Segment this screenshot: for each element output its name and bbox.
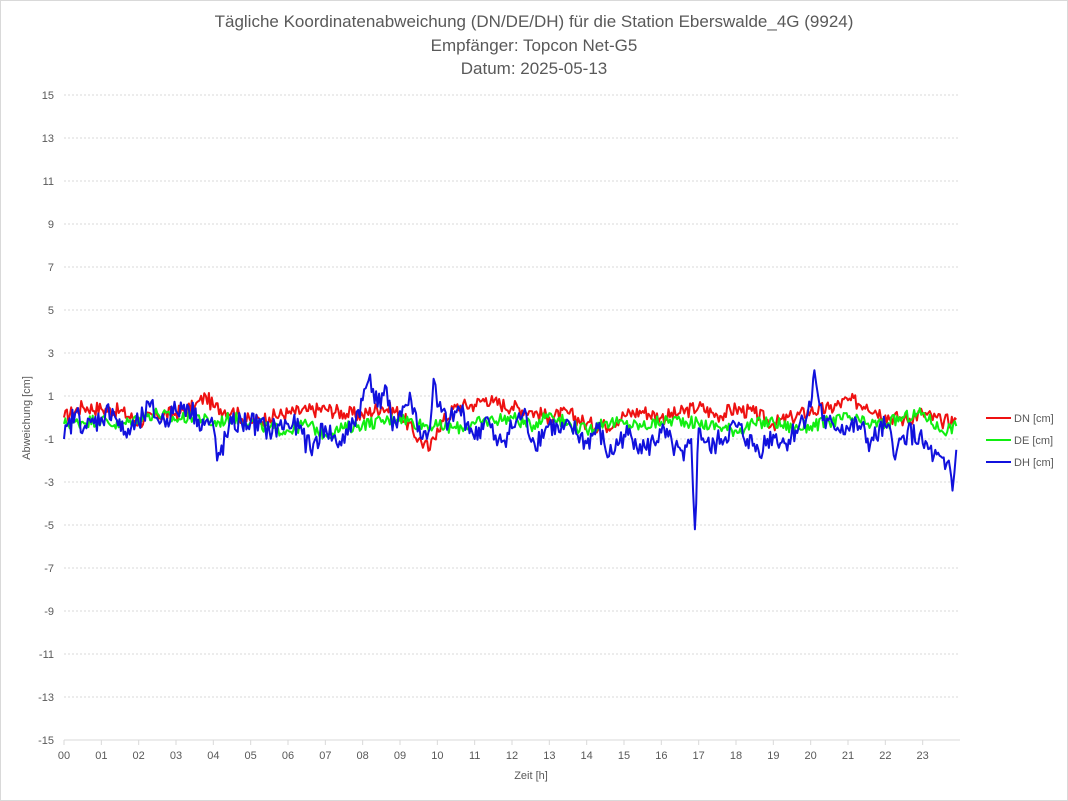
legend: DN [cm] DE [cm] DH [cm] [986, 413, 1054, 469]
y-tick-label: 11 [43, 176, 54, 188]
x-tick-label: 14 [581, 750, 593, 762]
y-tick-label: -13 [38, 692, 54, 704]
legend-label-dh: DH [cm] [1014, 457, 1054, 469]
chart-subtitle-date: Datum: 2025-05-13 [460, 59, 608, 78]
y-tick-label: -9 [44, 606, 54, 618]
y-tick-label: -1 [44, 434, 54, 446]
x-tick-label: 18 [730, 750, 742, 762]
x-tick-label: 22 [879, 750, 891, 762]
legend-label-dn: DN [cm] [1014, 413, 1054, 425]
y-tick-label: 1 [48, 391, 54, 403]
series-line-dh [63, 369, 958, 531]
x-tick-label: 13 [543, 750, 555, 762]
y-tick-label: -5 [44, 520, 54, 532]
y-tick-label: 5 [48, 305, 54, 317]
x-tick-label: 06 [282, 750, 294, 762]
x-tick-label: 19 [767, 750, 779, 762]
x-tick-label: 08 [357, 750, 369, 762]
x-tick-label: 01 [95, 750, 107, 762]
y-tick-label: 7 [48, 262, 54, 274]
legend-label-de: DE [cm] [1014, 435, 1053, 447]
grid-lines [64, 94, 960, 741]
x-tick-label: 05 [245, 750, 257, 762]
x-tick-label: 15 [618, 750, 630, 762]
x-tick-label: 17 [693, 750, 705, 762]
x-tick-label: 09 [394, 750, 406, 762]
x-tick-label: 04 [207, 750, 219, 762]
y-axis-title: Abweichung [cm] [21, 376, 33, 460]
y-tick-label: 15 [42, 90, 54, 102]
y-tick-label: -7 [44, 563, 54, 575]
x-tick-label: 00 [58, 750, 70, 762]
x-tick-label: 20 [805, 750, 817, 762]
y-tick-label: 13 [42, 133, 54, 145]
x-tick-label: 11 [469, 750, 480, 762]
x-tick-label: 16 [655, 750, 667, 762]
x-tick-label: 21 [842, 750, 854, 762]
y-tick-label: -3 [44, 477, 54, 489]
y-tick-label: -11 [39, 649, 54, 661]
x-tick-label: 10 [431, 750, 443, 762]
x-axis-title: Zeit [h] [514, 770, 548, 782]
x-tick-label: 12 [506, 750, 518, 762]
y-tick-label: 3 [48, 348, 54, 360]
x-tick-label: 03 [170, 750, 182, 762]
chart-title: Tägliche Koordinatenabweichung (DN/DE/DH… [214, 12, 854, 31]
y-axis-ticks: 15 13 11 9 7 5 3 1 -1 -3 -5 -7 -9 -11 -13 -15 [38, 90, 54, 747]
y-tick-label: -15 [38, 735, 54, 747]
x-tick-label: 02 [133, 750, 145, 762]
x-tick-label: 07 [319, 750, 331, 762]
series-lines [63, 369, 958, 531]
y-tick-label: 9 [48, 219, 54, 231]
x-axis-ticks: 00 01 02 03 04 05 06 07 08 09 10 11 12 13 14 15 16 17 18 19… [58, 740, 929, 762]
chart-subtitle-receiver: Empfänger: Topcon Net-G5 [430, 36, 638, 55]
x-tick-label: 23 [917, 750, 929, 762]
